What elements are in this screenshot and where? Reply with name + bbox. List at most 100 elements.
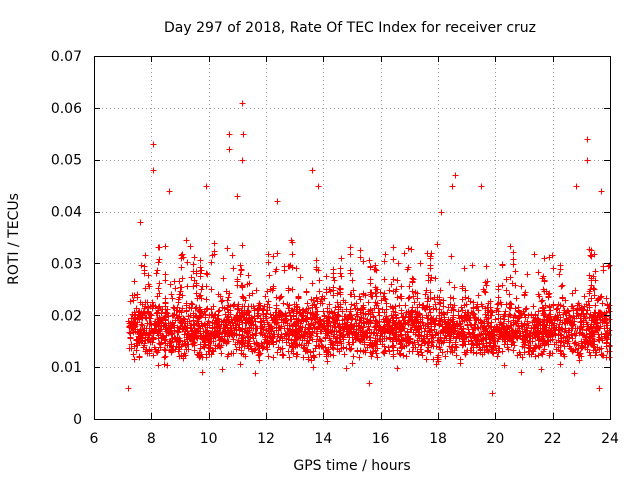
data-point [559,282,566,289]
data-point [506,291,513,298]
data-point [230,350,237,357]
data-point [208,306,215,313]
data-point [292,336,299,343]
data-point [179,251,186,258]
data-point [310,321,317,328]
data-point [361,341,368,348]
data-point [289,343,296,350]
data-point [501,362,508,369]
data-point [204,271,211,278]
data-point [162,314,169,321]
data-points [125,100,613,397]
data-point [162,353,169,360]
data-point [403,353,410,360]
data-point [440,297,447,304]
x-axis-label: GPS time / hours [293,458,410,474]
data-point [386,287,393,294]
data-point [246,292,253,299]
data-point [197,330,204,337]
data-point [484,347,491,354]
data-point [191,277,198,284]
data-point [201,321,208,328]
data-point [336,285,343,292]
data-point [273,294,280,301]
data-point [538,298,545,305]
data-point [483,263,490,270]
data-point [353,300,360,307]
data-point [440,310,447,317]
data-point [229,252,236,259]
data-point [503,326,510,333]
data-point [398,332,405,339]
data-point [185,346,192,353]
data-point [293,353,300,360]
data-point [293,310,300,317]
data-point [202,314,209,321]
data-point [603,295,610,302]
data-point [591,286,598,293]
data-point [197,264,204,271]
data-point [452,172,459,179]
data-point [197,257,204,264]
data-point [459,283,466,290]
data-point [242,353,249,360]
data-point [150,167,157,174]
data-point [146,283,153,290]
data-point [279,345,286,352]
data-point [183,307,190,314]
data-point [155,259,162,266]
data-point [367,263,374,270]
data-point [552,332,559,339]
data-point [472,337,479,344]
data-point [201,344,208,351]
data-point [331,277,338,284]
data-point [461,302,468,309]
data-point [539,335,546,342]
data-point [557,331,564,338]
data-point [146,346,153,353]
data-point [535,328,542,335]
data-point [166,188,173,195]
data-point [409,278,416,285]
data-point [295,318,302,325]
data-point [154,293,161,300]
data-point [149,299,156,306]
data-point [557,302,564,309]
y-tick-label: 0 [73,412,82,428]
data-point [338,255,345,262]
data-point [211,248,218,255]
data-point [289,264,296,271]
data-point [367,341,374,348]
data-point [499,324,506,331]
data-point [204,327,211,334]
data-point [521,320,528,327]
data-point [449,349,456,356]
data-point [167,342,174,349]
x-tick-label: 16 [372,431,390,447]
data-point [216,307,223,314]
data-point [178,318,185,325]
data-point [360,315,367,322]
data-point [264,288,271,295]
data-point [518,369,525,376]
data-point [256,357,263,364]
data-point [532,353,539,360]
data-point [389,304,396,311]
data-point [208,286,215,293]
data-point [382,296,389,303]
data-point [234,305,241,312]
data-point [382,251,389,258]
data-point [427,309,434,316]
data-point [541,311,548,318]
data-point [139,332,146,339]
data-point [246,324,253,331]
data-point [401,250,408,257]
data-point [154,267,161,274]
data-point [240,131,247,138]
data-point [221,305,228,312]
data-point [390,353,397,360]
data-point [374,338,381,345]
data-point [172,285,179,292]
data-point [513,295,520,302]
data-point [224,245,231,252]
